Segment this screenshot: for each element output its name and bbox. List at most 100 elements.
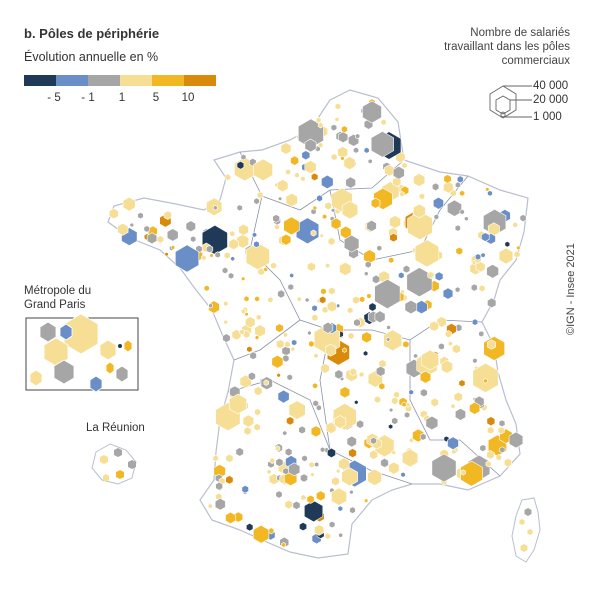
hexagon-marker (328, 286, 336, 296)
hexagon-marker (214, 251, 221, 259)
hexagon-marker (513, 250, 521, 259)
hexagon-marker (478, 284, 486, 293)
hexagon-marker (280, 142, 292, 155)
hexagon-marker (334, 102, 342, 110)
hexagon-marker (320, 363, 330, 374)
hexagon-marker (483, 378, 488, 384)
map-symbols (109, 98, 533, 552)
hexagon-marker (527, 529, 533, 535)
hexagon-marker (103, 474, 109, 482)
legend-tick: 10 (181, 92, 195, 104)
hexagon-marker (306, 494, 315, 504)
hexagon-marker (324, 532, 331, 540)
hexagon-marker (388, 256, 395, 264)
hexagon-marker (442, 287, 454, 300)
hexagon-marker (63, 313, 99, 355)
hexagon-marker (300, 175, 306, 182)
size-legend-hex-large (489, 85, 517, 119)
hexagon-marker (374, 395, 381, 404)
hexagon-marker (384, 164, 395, 177)
hexagon-marker (288, 462, 301, 477)
hexagon-marker (347, 306, 354, 314)
hexagon-marker (322, 213, 328, 220)
hexagon-marker (170, 244, 176, 251)
hexagon-marker (117, 222, 129, 236)
hexagon-marker (223, 319, 228, 325)
hexagon-marker (335, 468, 341, 474)
hexagon-marker (349, 506, 356, 514)
hexagon-marker (388, 423, 394, 430)
hexagon-marker (292, 500, 301, 510)
hexagon-marker (341, 467, 358, 487)
hexagon-marker (456, 175, 464, 184)
hexagon-marker (429, 320, 439, 332)
hexagon-marker (370, 197, 381, 209)
hexagon-marker (298, 425, 306, 435)
legend-tick: - 5 (47, 92, 61, 104)
hexagon-marker (399, 191, 405, 198)
hexagon-marker (470, 283, 478, 292)
hexagon-marker (312, 399, 319, 407)
paris-inset-label-line: Grand Paris (24, 299, 86, 311)
hexagon-marker (284, 499, 293, 510)
hexagon-marker (256, 191, 264, 199)
hexagon-marker (129, 222, 134, 228)
hexagon-marker (331, 487, 347, 506)
hexagon-marker (498, 419, 506, 428)
hexagon-marker (254, 324, 266, 338)
hexagon-marker (447, 436, 459, 450)
hexagon-marker (330, 217, 342, 230)
hexagon-marker (520, 544, 528, 552)
hexagon-marker (274, 223, 280, 231)
hexagon-marker (334, 369, 344, 380)
size-legend-hex-medium (495, 95, 511, 115)
hexagon-marker (282, 332, 288, 338)
hexagon-marker (370, 436, 377, 445)
hexagon-marker (223, 300, 229, 307)
hexagon-marker (401, 162, 408, 169)
hexagon-marker (472, 357, 478, 364)
hexagon-marker (454, 181, 461, 189)
hexagon-marker (374, 278, 401, 310)
hexagon-marker (508, 431, 524, 449)
hexagon-marker (346, 435, 357, 448)
hexagon-marker (459, 208, 465, 215)
color-legend (24, 75, 216, 86)
hexagon-marker (164, 251, 169, 257)
hexagon-marker (322, 321, 334, 334)
hexagon-marker (450, 403, 456, 409)
hexagon-marker (352, 295, 360, 305)
hexagon-marker (271, 354, 284, 369)
hexagon-marker (166, 228, 179, 242)
reunion-symbols (100, 448, 136, 482)
hexagon-marker (503, 458, 513, 468)
hexagon-marker (338, 532, 344, 538)
hexagon-marker (319, 233, 324, 239)
hexagon-marker (413, 353, 418, 359)
hexagon-marker (241, 276, 246, 282)
hexagon-marker (339, 386, 351, 399)
hexagon-marker (376, 244, 383, 252)
hexagon-marker (277, 196, 283, 202)
hexagon-marker (459, 190, 466, 197)
hexagon-marker (328, 520, 336, 529)
hexagon-marker (340, 155, 345, 161)
hexagon-marker (334, 116, 340, 123)
hexagon-marker (225, 453, 234, 463)
reunion-inset-label: La Réunion (86, 422, 145, 434)
hexagon-marker (327, 237, 336, 246)
hexagon-marker (310, 472, 315, 478)
hexagon-marker (269, 457, 276, 464)
hexagon-marker (392, 165, 405, 180)
hexagon-marker (266, 469, 272, 475)
hexagon-marker (290, 346, 296, 352)
hexagon-marker (296, 296, 302, 303)
hexagon-marker (345, 176, 356, 189)
hexagon-marker (301, 454, 308, 462)
hexagon-marker (275, 339, 285, 349)
hexagon-marker (321, 174, 334, 190)
hexagon-marker (487, 190, 493, 197)
hexagon-marker (300, 494, 307, 501)
hexagon-marker (343, 156, 356, 171)
hexagon-marker (407, 210, 433, 241)
